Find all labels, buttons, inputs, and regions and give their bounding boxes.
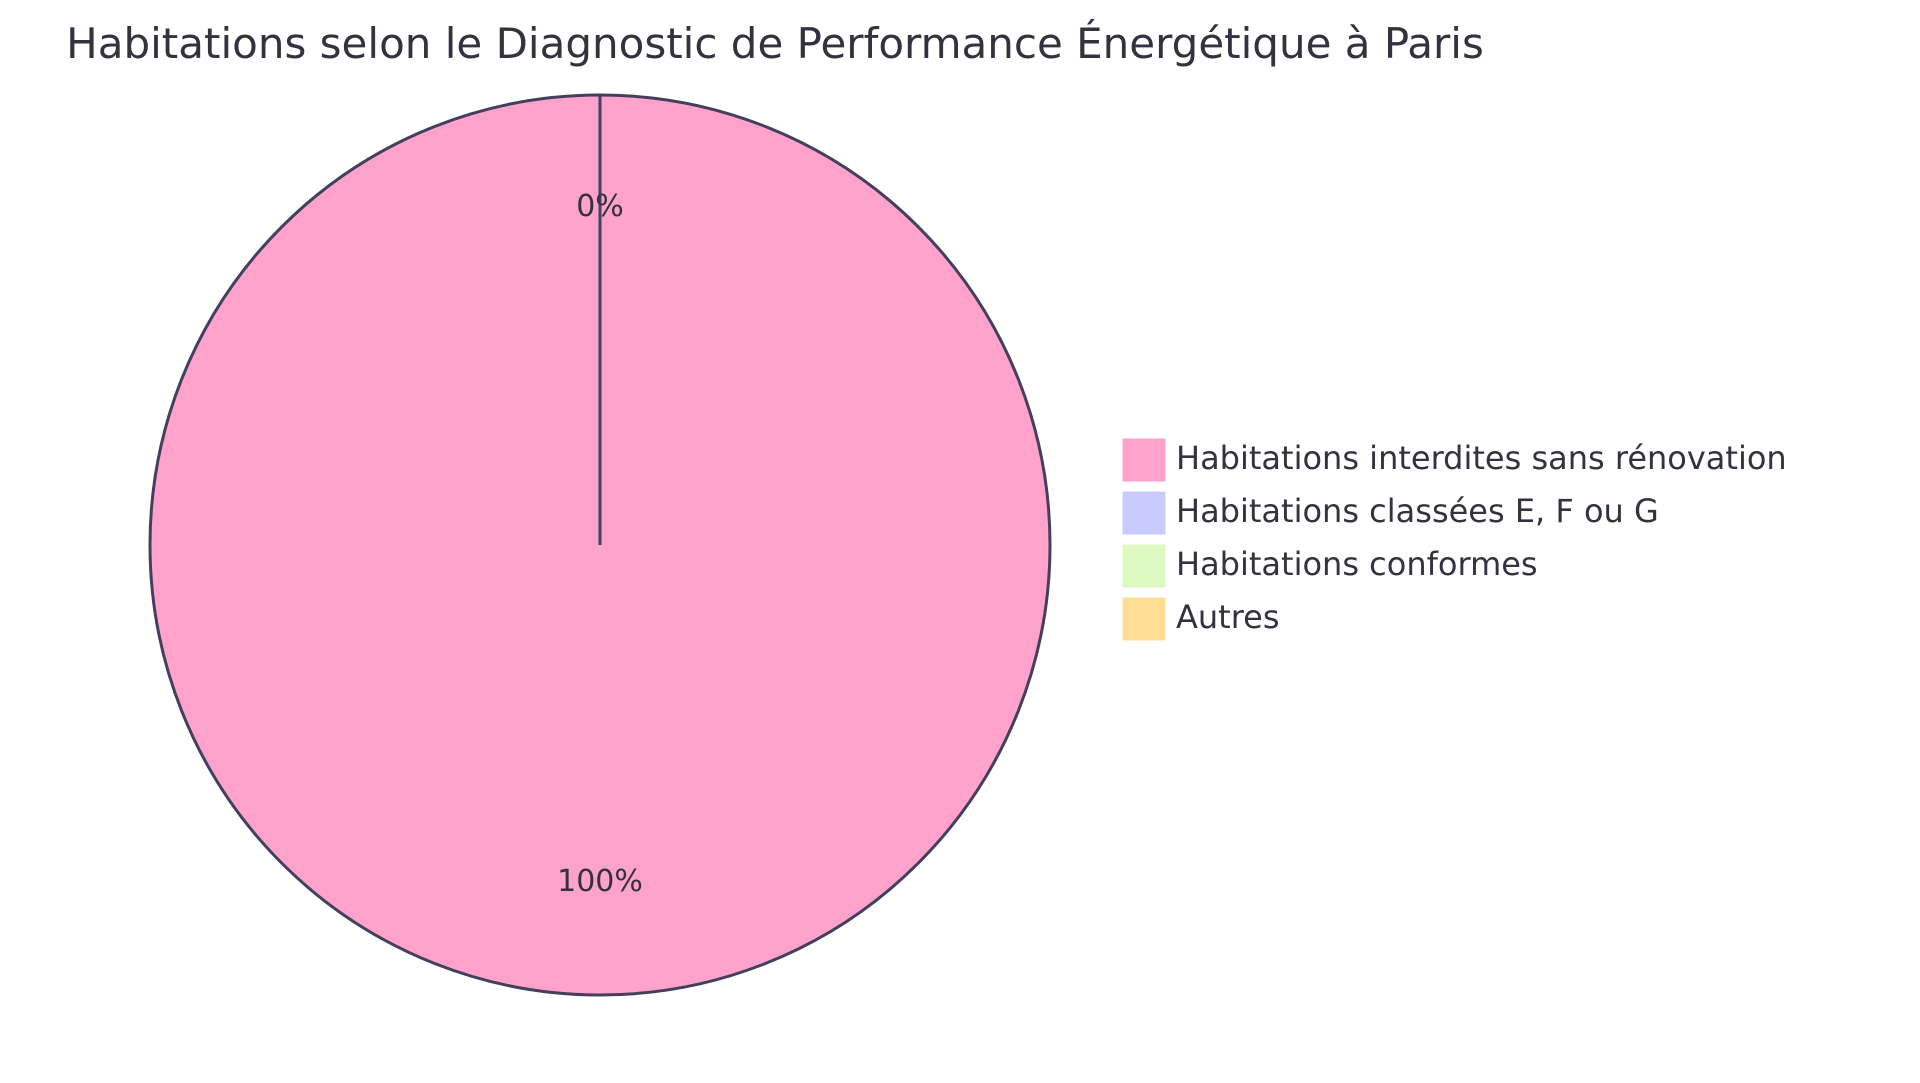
legend: Habitations interdites sans rénovation Ha… xyxy=(1121,437,1787,642)
chart-title: Habitations selon le Diagnostic de Perfo… xyxy=(66,18,1484,68)
legend-label-2: Habitations conformes xyxy=(1176,545,1538,583)
legend-label-3: Autres xyxy=(1176,598,1280,636)
legend-swatch-1 xyxy=(1121,490,1167,536)
legend-swatch-2 xyxy=(1121,543,1167,589)
pie-slices xyxy=(148,93,1052,997)
pie-slice-label-0: 100% xyxy=(557,864,643,899)
legend-label-1: Habitations classées E, F ou G xyxy=(1176,492,1659,530)
pie-slice-label-3: 0% xyxy=(576,189,624,224)
legend-swatch-3 xyxy=(1121,596,1167,642)
legend-swatch-0 xyxy=(1121,437,1167,483)
legend-label-0: Habitations interdites sans rénovation xyxy=(1176,439,1787,477)
pie-slice-labels: 100% 0% xyxy=(557,189,643,899)
